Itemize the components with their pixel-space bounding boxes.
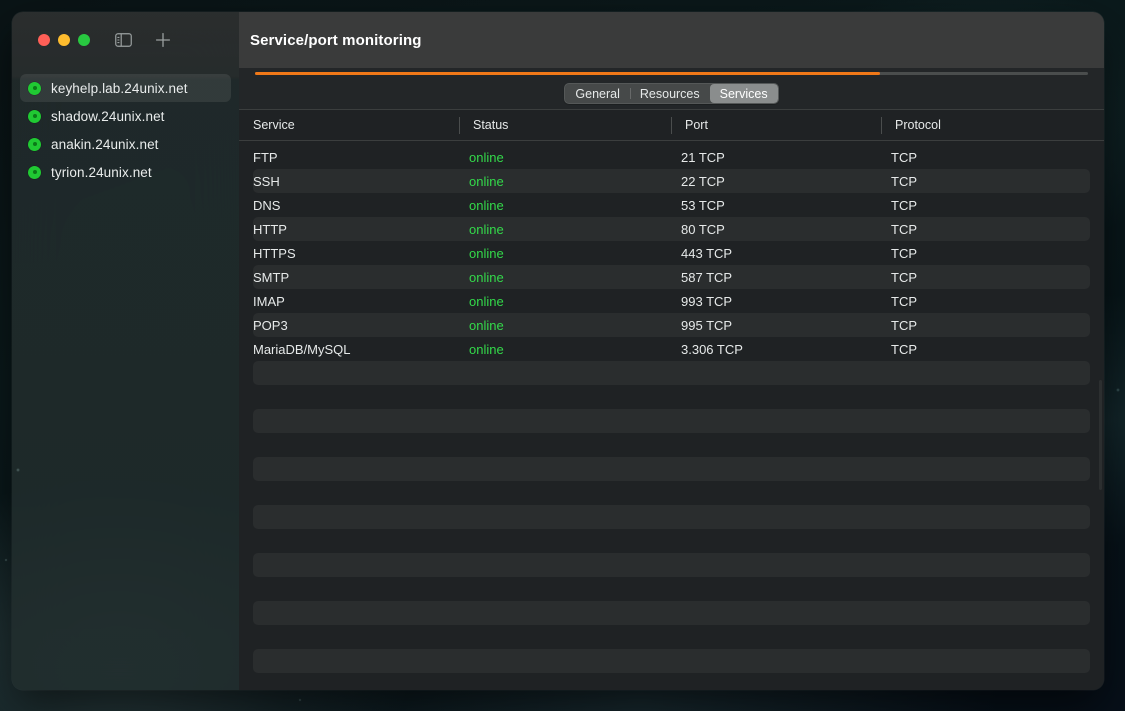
cell-service: FTP <box>253 149 278 165</box>
cell-protocol: TCP <box>891 149 917 165</box>
tab-services[interactable]: Services <box>709 84 778 103</box>
column-header-service[interactable]: Service <box>253 118 295 132</box>
cell-port: 22 TCP <box>681 173 725 189</box>
cell-status: online <box>469 293 504 309</box>
column-header-status[interactable]: Status <box>459 110 671 141</box>
cell-status: online <box>469 221 504 237</box>
cell-protocol: TCP <box>891 221 917 237</box>
cell-status: online <box>469 317 504 333</box>
table-row[interactable]: HTTP online 80 TCP TCP <box>253 217 1090 241</box>
table-row-empty <box>253 385 1090 409</box>
tab-resources[interactable]: Resources <box>629 84 710 103</box>
cell-service: SSH <box>253 173 280 189</box>
table-row[interactable]: FTP online 21 TCP TCP <box>253 145 1090 169</box>
cell-status: online <box>469 173 504 189</box>
host-status-online-icon <box>28 109 41 123</box>
host-label: keyhelp.lab.24unix.net <box>51 80 188 96</box>
window-controls <box>38 34 90 46</box>
cell-service: MariaDB/MySQL <box>253 341 351 357</box>
cell-service: DNS <box>253 197 281 213</box>
table-row-empty <box>253 481 1090 505</box>
cell-service: POP3 <box>253 317 288 333</box>
table-row[interactable]: DNS online 53 TCP TCP <box>253 193 1090 217</box>
table-row-empty <box>253 553 1090 577</box>
table-row[interactable]: POP3 online 995 TCP TCP <box>253 313 1090 337</box>
cell-protocol: TCP <box>891 269 917 285</box>
cell-port: 443 TCP <box>681 245 733 261</box>
page-title: Service/port monitoring <box>250 31 422 49</box>
segmented-control: General Resources Services <box>564 83 779 104</box>
column-header-port[interactable]: Port <box>671 110 881 141</box>
table-row[interactable]: IMAP online 993 TCP TCP <box>253 289 1090 313</box>
cell-status: online <box>469 341 504 357</box>
cell-port: 995 TCP <box>681 317 733 333</box>
sidebar-item-host[interactable]: tyrion.24unix.net <box>20 158 231 186</box>
cell-service: HTTP <box>253 221 287 237</box>
sidebar: keyhelp.lab.24unix.net shadow.24unix.net a… <box>12 12 239 690</box>
host-status-online-icon <box>28 81 41 95</box>
cell-protocol: TCP <box>891 173 917 189</box>
table-row-empty <box>253 625 1090 649</box>
add-icon[interactable] <box>150 28 176 52</box>
progress-fill <box>255 72 880 75</box>
cell-protocol: TCP <box>891 341 917 357</box>
cell-port: 80 TCP <box>681 221 725 237</box>
table-row-empty <box>253 649 1090 673</box>
cell-service: HTTPS <box>253 245 296 261</box>
tab-general[interactable]: General <box>575 86 620 101</box>
cell-status: online <box>469 245 504 261</box>
table-row-empty <box>253 505 1090 529</box>
cell-service: IMAP <box>253 293 285 309</box>
table-row-empty <box>253 601 1090 625</box>
sidebar-toolbar <box>12 12 239 68</box>
host-status-online-icon <box>28 165 41 179</box>
app-window: keyhelp.lab.24unix.net shadow.24unix.net a… <box>12 12 1104 690</box>
table-row[interactable]: SMTP online 587 TCP TCP <box>253 265 1090 289</box>
cell-protocol: TCP <box>891 245 917 261</box>
table-row[interactable]: SSH online 22 TCP TCP <box>253 169 1090 193</box>
sidebar-toggle-icon[interactable] <box>110 28 136 52</box>
scrollbar[interactable] <box>1099 380 1102 490</box>
table-row-empty <box>253 529 1090 553</box>
table-row-empty <box>253 409 1090 433</box>
host-label: tyrion.24unix.net <box>51 164 152 180</box>
table-row[interactable]: HTTPS online 443 TCP TCP <box>253 241 1090 265</box>
cell-protocol: TCP <box>891 197 917 213</box>
cell-port: 993 TCP <box>681 293 733 309</box>
table-row-empty <box>253 361 1090 385</box>
cell-status: online <box>469 149 504 165</box>
zoom-button[interactable] <box>78 34 90 46</box>
column-header-protocol[interactable]: Protocol <box>881 110 1091 141</box>
host-label: anakin.24unix.net <box>51 136 159 152</box>
window-titlebar: Service/port monitoring <box>239 12 1104 68</box>
tab-bar: General Resources Services <box>239 78 1104 109</box>
sidebar-item-host[interactable]: shadow.24unix.net <box>20 102 231 130</box>
cell-port: 3.306 TCP <box>681 341 743 357</box>
host-status-online-icon <box>28 137 41 151</box>
cell-status: online <box>469 197 504 213</box>
services-table: Service Status Port Protocol FTP online 21 TC… <box>239 109 1104 690</box>
sidebar-item-host[interactable]: anakin.24unix.net <box>20 130 231 158</box>
table-header-row: Service Status Port Protocol <box>239 110 1104 141</box>
cell-port: 53 TCP <box>681 197 725 213</box>
minimize-button[interactable] <box>58 34 70 46</box>
host-list: keyhelp.lab.24unix.net shadow.24unix.net a… <box>12 68 239 186</box>
table-row-empty <box>253 433 1090 457</box>
table-row[interactable]: MariaDB/MySQL online 3.306 TCP TCP <box>253 337 1090 361</box>
cell-service: SMTP <box>253 269 290 285</box>
cell-port: 21 TCP <box>681 149 725 165</box>
host-label: shadow.24unix.net <box>51 108 165 124</box>
cell-port: 587 TCP <box>681 269 733 285</box>
table-body: FTP online 21 TCP TCP SSH online 22 TCP TCP DNS o… <box>239 141 1104 690</box>
table-row-empty <box>253 577 1090 601</box>
progress-bar <box>255 72 1104 76</box>
cell-protocol: TCP <box>891 317 917 333</box>
close-button[interactable] <box>38 34 50 46</box>
cell-protocol: TCP <box>891 293 917 309</box>
cell-status: online <box>469 269 504 285</box>
content-pane: Service/port monitoring General Resources… <box>239 12 1104 690</box>
table-row-empty <box>253 457 1090 481</box>
sidebar-item-host[interactable]: keyhelp.lab.24unix.net <box>20 74 231 102</box>
